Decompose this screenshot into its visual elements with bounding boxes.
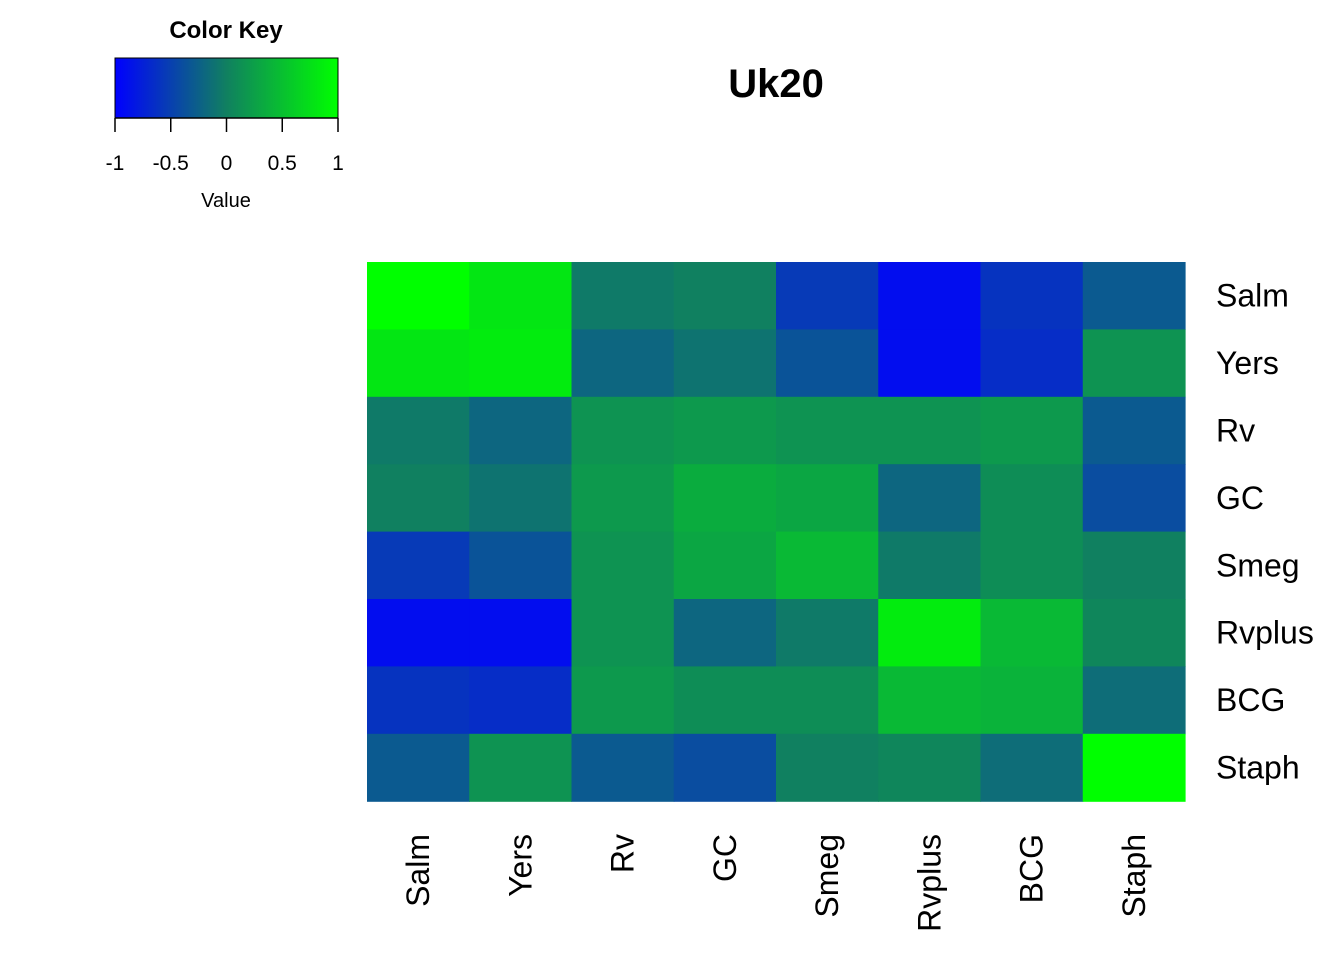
row-label-rv: Rv (1216, 413, 1255, 449)
heatmap-cell-smeg-smeg (776, 531, 879, 600)
heatmap-cell-staph-staph (1082, 733, 1186, 802)
heatmap-cell-smeg-salm (367, 531, 470, 600)
heatmap-cell-bcg-salm (367, 666, 470, 735)
chart-title: Uk20 (728, 62, 824, 106)
heatmap-cell-smeg-yers (469, 531, 573, 600)
heatmap-cell-yers-rvplus (878, 329, 982, 398)
heatmap-cell-bcg-bcg (980, 666, 1084, 735)
heatmap-cell-rv-rvplus (878, 396, 982, 465)
row-label-yers: Yers (1216, 345, 1279, 381)
color-key-xlabel: Value (201, 190, 251, 212)
heatmap-cell-yers-rv (571, 329, 675, 398)
heatmap-cell-rvplus-rvplus (878, 599, 982, 667)
column-label-rvplus: Rvplus (911, 834, 947, 932)
heatmap-cell-yers-staph (1082, 329, 1186, 398)
heatmap-cell-rv-rv (571, 396, 675, 465)
heatmap-cell-bcg-rv (571, 666, 675, 735)
color-key-title: Color Key (169, 17, 283, 44)
heatmap-cell-gc-rvplus (878, 464, 982, 533)
column-label-salm: Salm (400, 834, 436, 907)
column-labels: Salm Yers Rv GC Smeg Rvplus BCG Staph (400, 834, 1152, 932)
heatmap-cell-rv-salm (367, 396, 470, 465)
heatmap-cell-rv-yers (469, 396, 573, 465)
heatmap-cell-staph-salm (367, 733, 470, 802)
heatmap-cell-bcg-yers (469, 666, 573, 735)
heatmap-cell-bcg-gc (673, 666, 777, 735)
heatmap-cell-rvplus-rv (571, 599, 675, 667)
heatmap-cell-gc-gc (673, 464, 777, 533)
heatmap-cell-smeg-rv (571, 531, 675, 600)
column-label-gc: GC (707, 834, 743, 882)
heatmap-cell-rvplus-staph (1082, 599, 1186, 667)
heatmap-cell-gc-staph (1082, 464, 1186, 533)
heatmap-cell-smeg-rvplus (878, 531, 982, 600)
row-label-smeg: Smeg (1216, 547, 1300, 583)
row-label-bcg: BCG (1216, 682, 1285, 718)
heatmap-cell-salm-rvplus (878, 262, 982, 330)
heatmap-cell-smeg-staph (1082, 531, 1186, 600)
heatmap-cell-staph-smeg (776, 733, 879, 802)
heatmap-cell-bcg-smeg (776, 666, 879, 735)
column-label-rv: Rv (605, 834, 641, 873)
color-key-tick-label: 1 (332, 152, 344, 175)
heatmap-cell-yers-gc (673, 329, 777, 398)
heatmap-cell-salm-yers (469, 262, 573, 330)
heatmap-cell-yers-salm (367, 329, 470, 398)
heatmap-cell-staph-rvplus (878, 733, 982, 802)
color-key: Color Key -1 -0.5 0 0.5 1 Value (106, 17, 344, 212)
heatmap-cell-rvplus-smeg (776, 599, 879, 667)
heatmap-cell-rv-gc (673, 396, 777, 465)
heatmap-cell-rvplus-salm (367, 599, 470, 667)
heatmap-cell-yers-smeg (776, 329, 879, 398)
heatmap-cell-gc-rv (571, 464, 675, 533)
color-key-gradient (114, 57, 339, 119)
column-label-staph: Staph (1116, 834, 1152, 918)
heatmap-cell-salm-staph (1082, 262, 1186, 330)
heatmap-cell-salm-smeg (776, 262, 879, 330)
heatmap-cell-staph-gc (673, 733, 777, 802)
heatmap-cell-smeg-gc (673, 531, 777, 600)
column-label-yers: Yers (502, 834, 538, 897)
color-key-tick-label: 0 (221, 152, 233, 175)
heatmap-cell-staph-bcg (980, 733, 1084, 802)
heatmap-cell-gc-bcg (980, 464, 1084, 533)
column-label-smeg: Smeg (809, 834, 845, 918)
row-label-salm: Salm (1216, 278, 1289, 314)
heatmap-cell-smeg-bcg (980, 531, 1084, 600)
heatmap-cell-rvplus-yers (469, 599, 573, 667)
heatmap-cell-bcg-staph (1082, 666, 1186, 735)
heatmap-cell-yers-bcg (980, 329, 1084, 398)
heatmap-cell-yers-yers (469, 329, 573, 398)
heatmap-cell-rvplus-bcg (980, 599, 1084, 667)
heatmap-cell-salm-bcg (980, 262, 1084, 330)
heatmap-cell-rv-staph (1082, 396, 1186, 465)
row-label-gc: GC (1216, 480, 1264, 516)
column-label-bcg: BCG (1014, 834, 1050, 903)
color-key-axis: -1 -0.5 0 0.5 1 (106, 117, 344, 175)
heatmap-cell-salm-salm (367, 262, 470, 330)
heatmap-cell-rv-bcg (980, 396, 1084, 465)
row-labels: Salm Yers Rv GC Smeg Rvplus BCG Staph (1216, 278, 1314, 786)
heatmap-cell-salm-gc (673, 262, 777, 330)
heatmap-cells (367, 262, 1186, 802)
heatmap-cell-salm-rv (571, 262, 675, 330)
heatmap-cell-rvplus-gc (673, 599, 777, 667)
color-key-tick-label: -1 (106, 152, 125, 175)
heatmap-cell-staph-yers (469, 733, 573, 802)
heatmap-cell-gc-salm (367, 464, 470, 533)
heatmap-cell-bcg-rvplus (878, 666, 982, 735)
color-key-tick-label: -0.5 (153, 152, 189, 175)
row-label-staph: Staph (1216, 750, 1300, 786)
heatmap-cell-rv-smeg (776, 396, 879, 465)
heatmap-cell-gc-smeg (776, 464, 879, 533)
heatmap-cell-gc-yers (469, 464, 573, 533)
color-key-tick-label: 0.5 (268, 152, 297, 175)
heatmap-cell-staph-rv (571, 733, 675, 802)
row-label-rvplus: Rvplus (1216, 615, 1314, 651)
